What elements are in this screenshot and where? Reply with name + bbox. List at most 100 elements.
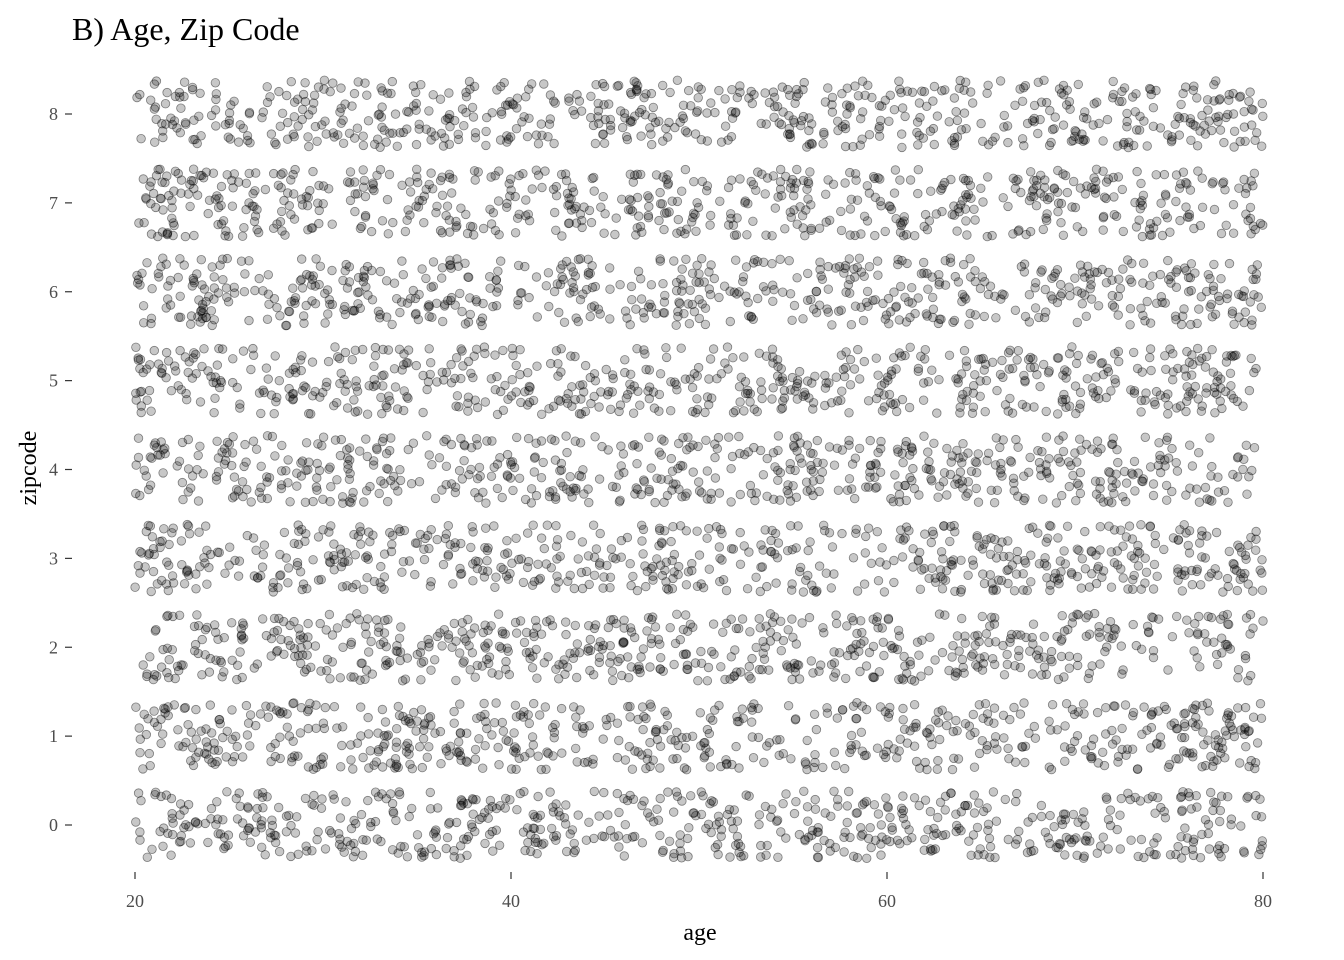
data-point bbox=[263, 270, 274, 280]
data-point bbox=[260, 184, 271, 195]
data-point bbox=[702, 533, 712, 543]
data-point bbox=[267, 815, 277, 825]
data-point bbox=[848, 553, 859, 563]
data-point bbox=[644, 432, 654, 443]
data-point bbox=[437, 172, 447, 182]
data-point bbox=[872, 743, 883, 753]
data-point bbox=[520, 387, 530, 397]
data-point bbox=[1005, 393, 1015, 404]
data-point bbox=[304, 408, 314, 419]
data-point bbox=[926, 846, 936, 856]
data-point bbox=[632, 192, 643, 203]
data-point bbox=[454, 465, 465, 476]
data-point bbox=[180, 702, 191, 713]
data-point bbox=[562, 846, 572, 857]
data-point bbox=[288, 395, 298, 405]
data-point bbox=[1243, 579, 1253, 589]
data-point bbox=[418, 407, 428, 418]
data-point bbox=[1215, 805, 1226, 816]
data-point bbox=[648, 575, 658, 585]
data-point bbox=[256, 461, 266, 472]
data-point bbox=[946, 174, 956, 185]
data-point bbox=[374, 488, 384, 499]
data-point bbox=[1229, 350, 1240, 361]
data-point bbox=[189, 646, 200, 656]
data-point bbox=[998, 551, 1009, 562]
data-point bbox=[467, 794, 478, 804]
data-point bbox=[965, 180, 976, 191]
data-point bbox=[478, 763, 488, 773]
data-point bbox=[1128, 711, 1138, 721]
data-point bbox=[141, 729, 152, 740]
data-point bbox=[758, 470, 769, 480]
data-point bbox=[551, 541, 562, 552]
data-point bbox=[441, 529, 452, 539]
data-point bbox=[250, 827, 261, 837]
data-point bbox=[1008, 473, 1019, 484]
data-point bbox=[1123, 788, 1133, 799]
data-point bbox=[1172, 466, 1183, 476]
data-point bbox=[147, 844, 157, 855]
data-point bbox=[743, 297, 753, 308]
data-point bbox=[524, 718, 535, 729]
data-point bbox=[551, 190, 562, 201]
data-point bbox=[678, 280, 688, 290]
data-point bbox=[625, 559, 635, 569]
data-point bbox=[507, 375, 517, 385]
data-point bbox=[1041, 406, 1051, 417]
data-point bbox=[456, 800, 467, 811]
data-point bbox=[1257, 841, 1267, 851]
data-point bbox=[805, 485, 816, 495]
data-point bbox=[350, 206, 360, 217]
data-point bbox=[289, 616, 299, 627]
data-point bbox=[581, 566, 592, 577]
data-point bbox=[1162, 213, 1173, 223]
data-point bbox=[681, 224, 692, 234]
data-point bbox=[883, 801, 893, 812]
data-point bbox=[1215, 396, 1225, 406]
data-point bbox=[523, 528, 533, 538]
data-point bbox=[1255, 794, 1265, 804]
data-point bbox=[395, 307, 405, 318]
data-point bbox=[183, 434, 194, 445]
data-point bbox=[269, 627, 279, 637]
data-point bbox=[679, 763, 690, 773]
data-point bbox=[945, 257, 956, 268]
data-point bbox=[410, 538, 421, 548]
data-point bbox=[419, 554, 430, 565]
data-point bbox=[622, 834, 632, 844]
data-point bbox=[937, 705, 947, 715]
data-point bbox=[275, 216, 286, 227]
data-point bbox=[326, 521, 336, 531]
data-point bbox=[877, 543, 887, 553]
data-point bbox=[471, 295, 481, 305]
data-point bbox=[792, 394, 803, 404]
data-point bbox=[668, 522, 678, 532]
data-point bbox=[1206, 612, 1217, 623]
data-point bbox=[598, 734, 608, 744]
data-point bbox=[612, 788, 623, 799]
data-point bbox=[193, 819, 203, 829]
data-point bbox=[548, 807, 559, 817]
data-point bbox=[1186, 804, 1197, 814]
data-point bbox=[451, 675, 461, 686]
data-point bbox=[911, 756, 922, 767]
data-point bbox=[1099, 192, 1110, 202]
data-point bbox=[261, 630, 272, 641]
data-point bbox=[1152, 793, 1163, 803]
data-point bbox=[205, 549, 216, 560]
data-point bbox=[1232, 585, 1243, 596]
data-point bbox=[710, 473, 721, 483]
data-point bbox=[529, 453, 540, 463]
data-point bbox=[352, 738, 363, 748]
data-point bbox=[168, 818, 178, 828]
data-point bbox=[428, 257, 439, 267]
data-point bbox=[227, 655, 237, 666]
data-point bbox=[355, 303, 366, 314]
data-point bbox=[1024, 290, 1035, 300]
data-point bbox=[948, 726, 959, 737]
data-point bbox=[147, 532, 158, 542]
data-point bbox=[905, 726, 915, 736]
data-point bbox=[1187, 350, 1197, 360]
data-point bbox=[219, 843, 229, 854]
